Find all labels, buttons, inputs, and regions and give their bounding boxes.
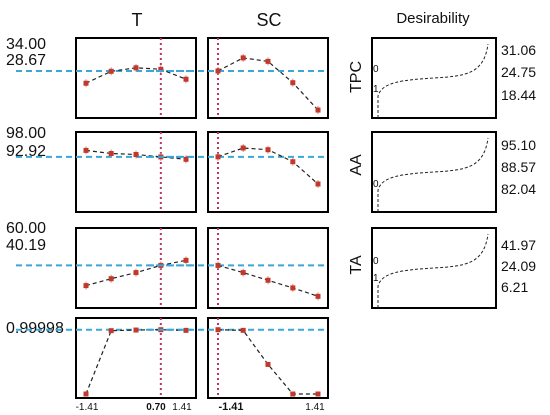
desir-mark-ta-1: 1 [373,273,379,284]
col-header-desirability: Desirability [396,10,470,27]
response-label-ta: TA [348,255,365,275]
data-point-aa-T-0 [83,147,89,153]
panel-desirability-T [75,317,197,399]
data-point-ta-T-2 [133,270,139,276]
y-current-label-desirability: 0.99998 [6,320,64,337]
data-point-aa-SC-3 [290,159,296,165]
panel-ta-SC [207,227,329,309]
desir-tick-tpc-mid: 24.75 [501,64,536,80]
data-point-ta-SC-2 [265,277,271,283]
x-tick-T-low: -1.41 [76,402,99,413]
data-point-ta-SC-4 [315,293,321,299]
panel-desirability-SC [207,317,329,399]
desir-tick-tpc-high: 31.06 [501,42,536,58]
panel-tpc-T [75,37,197,119]
desir-mark-tpc-1: 1 [373,84,379,95]
response-label-tpc: TPC [348,61,365,93]
data-point-tpc-SC-2 [265,58,271,64]
desir-mark-aa-0: 0 [373,179,379,190]
data-point-tpc-T-1 [108,68,114,74]
data-point-aa-T-2 [133,152,139,158]
data-point-ta-SC-1 [240,270,246,276]
desir-tick-aa-high: 95.10 [501,137,536,153]
data-point-tpc-SC-1 [240,55,246,61]
data-point-aa-SC-1 [240,145,246,151]
panel-tpc-SC [207,37,329,119]
desirability-curve-ta [377,233,489,308]
data-point-aa-SC-2 [265,147,271,153]
desirability-panel-ta [371,227,497,309]
response-label-aa: AA [348,154,365,176]
data-point-desirability-T-1 [108,328,114,334]
data-point-tpc-T-4 [183,76,189,82]
desirability-panel-aa [371,131,497,213]
data-point-ta-SC-3 [290,285,296,291]
data-point-desirability-SC-3 [290,391,296,397]
series-line-desirability-SC [217,329,318,395]
data-point-tpc-SC-3 [290,80,296,86]
panel-ta-T [75,227,197,309]
x-tick-SC-setting: -1.41 [218,401,243,413]
data-point-ta-SC-0 [215,262,221,268]
data-point-ta-T-0 [83,283,89,289]
data-point-desirability-T-4 [183,327,189,333]
y-max-label-tpc: 34.00 [6,36,46,53]
desirability-panel-tpc [371,37,497,119]
desir-tick-ta-low: 6.21 [501,279,528,295]
data-point-ta-T-1 [108,276,114,282]
x-tick-T-setting: 0.70 [146,402,166,413]
col-header-SC: SC [256,10,281,30]
data-point-desirability-T-2 [133,327,139,333]
data-point-tpc-T-2 [133,65,139,71]
desir-mark-tpc-0: 0 [373,64,379,75]
data-point-tpc-SC-4 [315,107,321,113]
desir-tick-ta-mid: 24.09 [501,258,536,274]
data-point-desirability-T-0 [83,391,89,397]
data-point-desirability-SC-2 [265,361,271,367]
data-point-aa-T-4 [183,156,189,162]
data-point-desirability-SC-4 [315,391,321,397]
data-point-aa-SC-4 [315,181,321,187]
data-point-desirability-SC-1 [240,327,246,333]
desir-mark-ta-0: 0 [373,256,379,267]
desirability-curve-tpc [377,43,489,118]
y-current-label-ta: 40.19 [6,237,46,254]
data-point-aa-SC-0 [215,154,221,160]
desir-tick-ta-high: 41.97 [501,237,536,253]
y-current-label-aa: 92.92 [6,143,46,160]
y-max-label-ta: 60.00 [6,220,46,237]
data-point-tpc-T-0 [83,80,89,86]
data-point-desirability-SC-0 [215,327,221,333]
data-point-ta-T-4 [183,257,189,263]
x-tick-T-high: 1.41 [172,402,192,413]
series-line-desirability-T [85,329,187,395]
data-point-aa-T-1 [108,150,114,156]
panel-aa-T [75,131,197,213]
desir-tick-aa-low: 82.04 [501,181,536,197]
panel-aa-SC [207,131,329,213]
y-max-label-aa: 98.00 [6,125,46,142]
col-header-T: T [132,10,143,30]
x-tick-SC-high: 1.41 [305,402,325,413]
desirability-curve-aa [377,137,489,212]
data-point-tpc-T-3 [158,66,164,72]
desir-tick-tpc-low: 18.44 [501,87,536,103]
y-current-label-tpc: 28.67 [6,52,46,69]
desir-tick-aa-mid: 88.57 [501,159,536,175]
data-point-tpc-SC-0 [215,68,221,74]
series-line-tpc-SC [217,57,319,111]
